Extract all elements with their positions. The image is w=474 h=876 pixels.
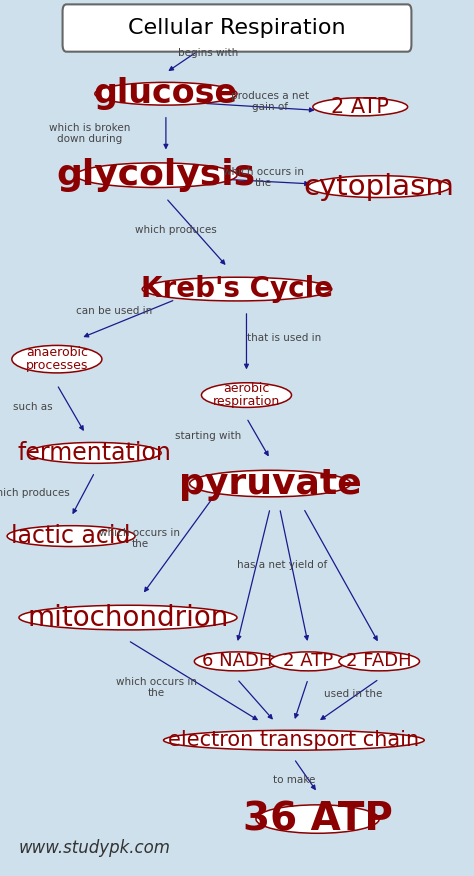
Text: 36 ATP: 36 ATP bbox=[243, 800, 392, 838]
Text: glycolysis: glycolysis bbox=[57, 159, 256, 192]
Text: Cellular Respiration: Cellular Respiration bbox=[128, 18, 346, 38]
Ellipse shape bbox=[270, 652, 346, 671]
Ellipse shape bbox=[19, 605, 237, 630]
Text: glucose: glucose bbox=[94, 77, 238, 110]
Ellipse shape bbox=[95, 82, 237, 105]
Text: pyruvate: pyruvate bbox=[179, 467, 362, 500]
Ellipse shape bbox=[201, 383, 292, 407]
Text: which occurs in
the: which occurs in the bbox=[116, 677, 197, 698]
Text: begins with: begins with bbox=[178, 47, 239, 58]
Text: starting with: starting with bbox=[175, 431, 242, 442]
Text: Kreb's Cycle: Kreb's Cycle bbox=[141, 275, 333, 303]
Text: anaerobic
processes: anaerobic processes bbox=[26, 346, 88, 372]
Text: to make: to make bbox=[273, 774, 315, 785]
Ellipse shape bbox=[194, 652, 280, 671]
Ellipse shape bbox=[7, 526, 135, 547]
Text: which is broken
down during: which is broken down during bbox=[49, 123, 131, 144]
Text: produces a net
gain of: produces a net gain of bbox=[231, 91, 309, 112]
Ellipse shape bbox=[190, 470, 351, 497]
Text: 2 ATP: 2 ATP bbox=[283, 653, 333, 670]
Ellipse shape bbox=[164, 731, 424, 750]
Text: 2 ATP: 2 ATP bbox=[331, 97, 389, 117]
Ellipse shape bbox=[76, 163, 237, 187]
Text: that is used in: that is used in bbox=[247, 333, 321, 343]
Ellipse shape bbox=[308, 176, 450, 197]
Ellipse shape bbox=[12, 345, 102, 373]
Text: lactic acid: lactic acid bbox=[11, 524, 131, 548]
Text: cytoplasm: cytoplasm bbox=[304, 173, 455, 201]
Ellipse shape bbox=[256, 805, 379, 833]
Text: fermentation: fermentation bbox=[18, 441, 172, 465]
Text: aerobic
respiration: aerobic respiration bbox=[213, 382, 280, 408]
Text: www.studypk.com: www.studypk.com bbox=[19, 838, 171, 857]
Text: mitochondrion: mitochondrion bbox=[27, 604, 228, 632]
Text: which produces: which produces bbox=[135, 225, 216, 236]
Text: used in the: used in the bbox=[324, 689, 383, 699]
Text: can be used in: can be used in bbox=[76, 306, 152, 316]
Text: has a net yield of: has a net yield of bbox=[237, 560, 327, 570]
Text: which occurs in
the: which occurs in the bbox=[100, 528, 180, 549]
Text: 2 FADH: 2 FADH bbox=[346, 653, 412, 670]
Text: such as: such as bbox=[13, 402, 53, 413]
Ellipse shape bbox=[28, 442, 161, 463]
Text: which produces: which produces bbox=[0, 488, 69, 498]
Ellipse shape bbox=[313, 98, 408, 116]
Text: electron transport chain: electron transport chain bbox=[168, 731, 419, 750]
Ellipse shape bbox=[142, 277, 332, 301]
Ellipse shape bbox=[339, 652, 419, 671]
Text: which occurs in
the: which occurs in the bbox=[223, 167, 303, 188]
Text: 6 NADH: 6 NADH bbox=[202, 653, 272, 670]
FancyBboxPatch shape bbox=[63, 4, 411, 52]
